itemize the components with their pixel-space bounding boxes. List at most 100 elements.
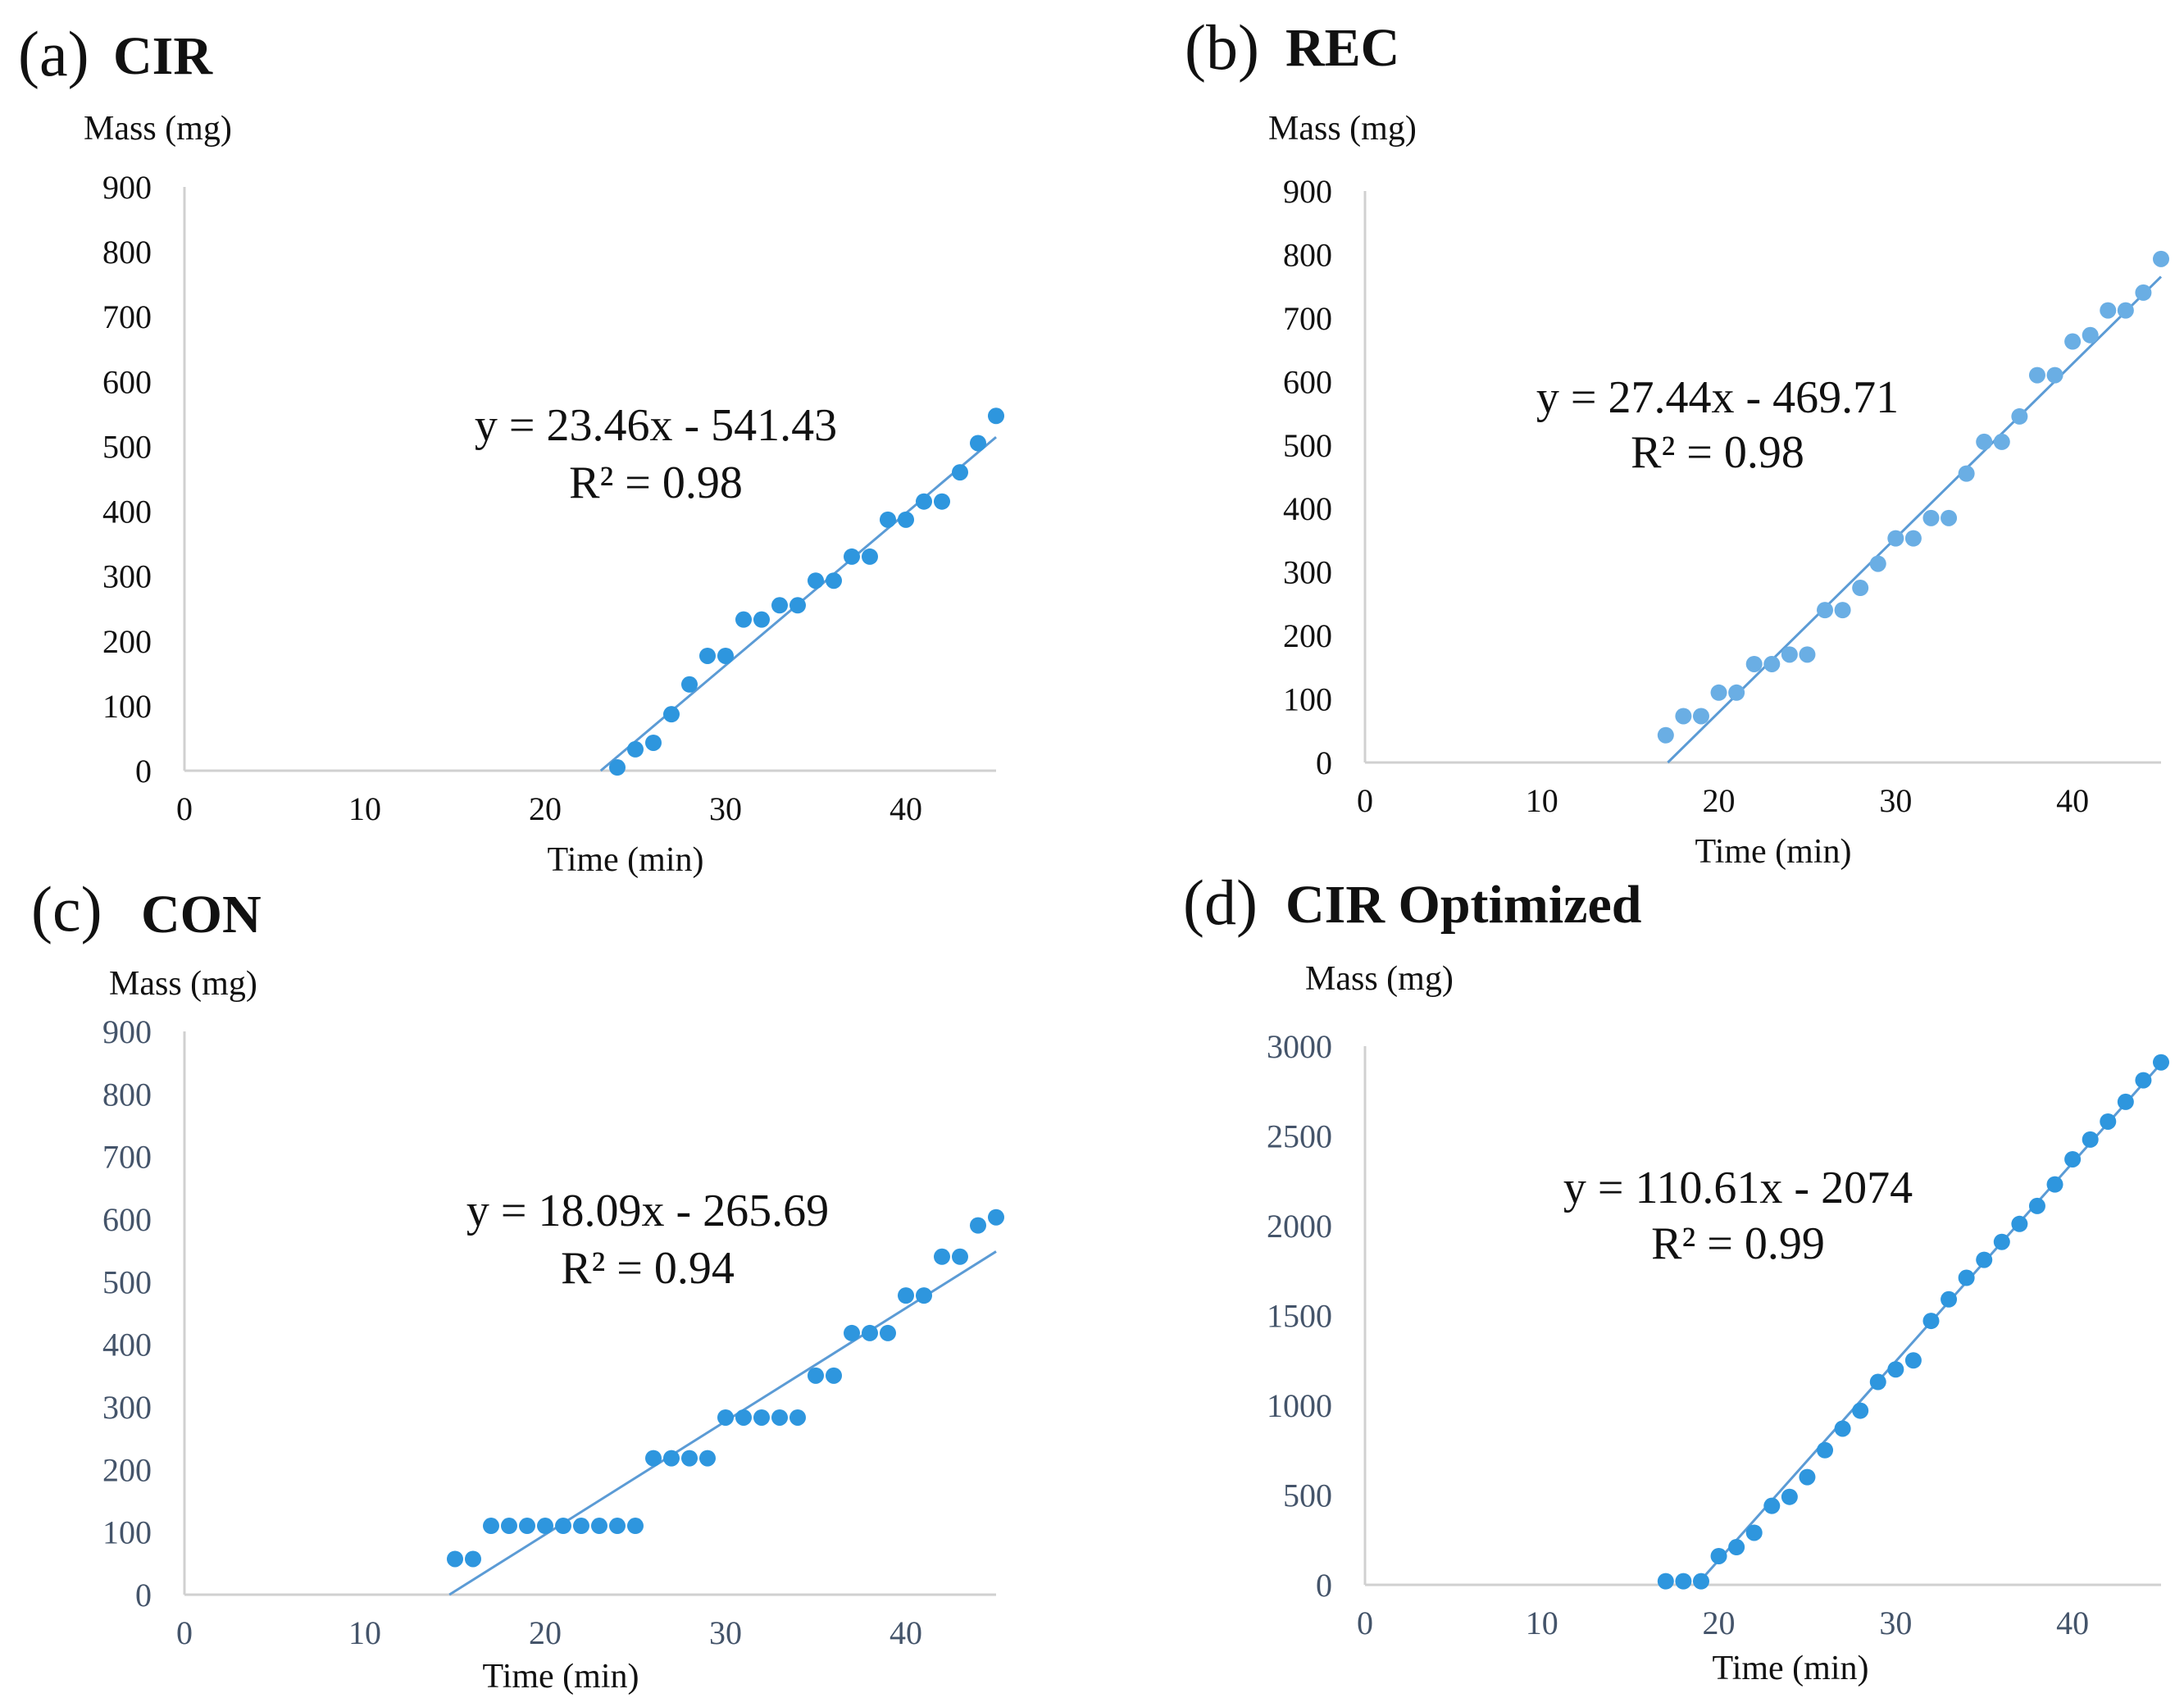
panel-d-data-point bbox=[1834, 1420, 1851, 1437]
panel-c-data-point bbox=[808, 1367, 824, 1384]
panel-a-y-tick-label: 600 bbox=[102, 363, 152, 400]
panel-c-y-tick-label: 600 bbox=[102, 1201, 152, 1238]
panel-b-data-point bbox=[2117, 302, 2134, 319]
panel-c-data-point bbox=[970, 1217, 986, 1234]
panel-b-letter: (b) bbox=[1185, 11, 1259, 83]
panel-b-x-tick-label: 0 bbox=[1357, 782, 1373, 819]
panel-a-y-tick-label: 200 bbox=[102, 623, 152, 660]
panel-b-y-tick-label: 500 bbox=[1283, 427, 1332, 464]
panel-d-data-point bbox=[2028, 1197, 2045, 1214]
panel-d-data-point bbox=[2082, 1131, 2099, 1148]
panel-c-trendline-r2: R² = 0.94 bbox=[561, 1243, 735, 1294]
panel-a-y-axis-label: Mass (mg) bbox=[84, 110, 232, 148]
panel-c-data-point bbox=[609, 1518, 626, 1535]
panel-d-data-point bbox=[1993, 1233, 2010, 1250]
panel-d-x-tick-label: 20 bbox=[1703, 1605, 1736, 1641]
panel-d-data-point bbox=[1692, 1573, 1709, 1590]
panel-d-data-point bbox=[2117, 1093, 2134, 1110]
panel-b-data-point bbox=[2028, 366, 2045, 384]
panel-c-data-point bbox=[717, 1409, 734, 1426]
panel-d-data-point bbox=[1852, 1402, 1869, 1419]
panel-b-data-point bbox=[2135, 284, 2152, 301]
panel-c-y-tick-label: 700 bbox=[102, 1139, 152, 1176]
panel-b-y-tick-label: 200 bbox=[1283, 617, 1332, 654]
panel-d-x-tick-label: 10 bbox=[1526, 1605, 1558, 1641]
panel-c-data-point bbox=[681, 1450, 698, 1467]
panel-b-data-point bbox=[1993, 433, 2010, 450]
panel-c-data-point bbox=[826, 1367, 842, 1384]
panel-b-x-axis-label: Time (min) bbox=[1695, 833, 1852, 871]
panel-c-y-tick-label: 100 bbox=[102, 1514, 152, 1551]
panel-a-x-tick-label: 30 bbox=[709, 790, 742, 827]
panel-d-data-point bbox=[1817, 1441, 1834, 1459]
panel-a-data-point bbox=[844, 548, 860, 565]
panel-b-trendline-r2: R² = 0.98 bbox=[1631, 427, 1804, 478]
panel-a-data-point bbox=[916, 493, 932, 510]
panel-b-data-point bbox=[2064, 333, 2082, 350]
panel-b-data-point bbox=[1763, 655, 1781, 672]
panel-a-data-point bbox=[970, 435, 986, 452]
panel-b-y-tick-label: 400 bbox=[1283, 490, 1332, 527]
panel-c-data-point bbox=[663, 1450, 680, 1467]
panel-b-data-point bbox=[1710, 684, 1727, 701]
panel-c-x-tick-label: 0 bbox=[176, 1614, 193, 1651]
panel-b-data-point bbox=[1904, 530, 1922, 547]
panel-c-y-tick-label: 200 bbox=[102, 1451, 152, 1488]
panel-a-data-point bbox=[880, 511, 896, 528]
panel-b-data-point bbox=[1781, 646, 1798, 663]
panel-a-x-tick-label: 10 bbox=[348, 790, 381, 827]
panel-d-x-axis-label: Time (min) bbox=[1713, 1650, 1869, 1687]
panel-d-data-point bbox=[2153, 1054, 2169, 1071]
panel-c-x-tick-label: 40 bbox=[890, 1614, 922, 1651]
panel-b-data-point bbox=[1692, 708, 1709, 725]
panel-d-data-point bbox=[1657, 1573, 1674, 1590]
panel-b-x-tick-label: 40 bbox=[2056, 782, 2089, 819]
panel-b-data-point bbox=[2046, 366, 2063, 384]
panel-b-data-point bbox=[1887, 530, 1904, 547]
panel-c-y-axis-label: Mass (mg) bbox=[109, 965, 257, 1003]
panel-b-data-point bbox=[1799, 646, 1816, 663]
panel-b-data-point bbox=[1869, 555, 1886, 572]
panel-b-x-tick-label: 10 bbox=[1526, 782, 1558, 819]
panel-b-data-point bbox=[2082, 326, 2099, 344]
panel-a-trendline-equation: y = 23.46x - 541.43 bbox=[475, 400, 837, 451]
panel-a-data-point bbox=[862, 548, 878, 565]
panel-c-data-point bbox=[573, 1518, 589, 1535]
panel-d-data-point bbox=[2135, 1072, 2152, 1089]
panel-a-letter: (a) bbox=[18, 18, 89, 89]
panel-d-data-point bbox=[1728, 1539, 1745, 1556]
panel-a-x-tick-label: 20 bbox=[529, 790, 562, 827]
panel-c-data-point bbox=[988, 1209, 1004, 1226]
panel-b-data-point bbox=[2153, 250, 2169, 267]
panel-d-data-point bbox=[2046, 1176, 2063, 1193]
panel-c-letter: (c) bbox=[31, 873, 102, 945]
panel-c-data-point bbox=[501, 1518, 517, 1535]
panel-c-y-tick-label: 0 bbox=[135, 1577, 152, 1614]
panel-c-data-point bbox=[862, 1324, 878, 1341]
panel-c-data-point bbox=[753, 1409, 770, 1426]
panel-a-data-point bbox=[789, 597, 806, 614]
panel-c-data-point bbox=[844, 1324, 860, 1341]
panel-d-data-point bbox=[1710, 1547, 1727, 1564]
panel-d-data-point bbox=[1675, 1573, 1692, 1590]
panel-d-title: CIR Optimized bbox=[1285, 875, 1641, 935]
panel-c-x-tick-label: 30 bbox=[709, 1614, 742, 1651]
panel-a-x-tick-label: 0 bbox=[176, 790, 193, 827]
panel-b-data-point bbox=[1941, 509, 1958, 526]
panel-d-y-tick-label: 500 bbox=[1283, 1477, 1332, 1514]
panel-a-y-tick-label: 300 bbox=[102, 558, 152, 595]
panel-d-y-tick-label: 0 bbox=[1316, 1567, 1332, 1604]
panel-c-data-point bbox=[898, 1287, 914, 1304]
panel-b-data-point bbox=[1852, 580, 1869, 597]
panel-c-data-point bbox=[627, 1518, 644, 1535]
panel-a-y-tick-label: 400 bbox=[102, 494, 152, 530]
panel-a-y-tick-label: 100 bbox=[102, 688, 152, 725]
panel-c-x-tick-label: 10 bbox=[348, 1614, 381, 1651]
panel-c-data-point bbox=[934, 1248, 950, 1265]
panel-d: (d) CIR Optimized Mass (mg) Time (min) y… bbox=[1183, 867, 2169, 1687]
panel-a-x-axis-label: Time (min) bbox=[548, 841, 704, 879]
panel-b-y-tick-label: 600 bbox=[1283, 363, 1332, 400]
panel-d-y-axis-label: Mass (mg) bbox=[1305, 960, 1454, 998]
panel-a-data-point bbox=[934, 493, 950, 510]
panel-b-trendline-equation: y = 27.44x - 469.71 bbox=[1536, 372, 1899, 423]
